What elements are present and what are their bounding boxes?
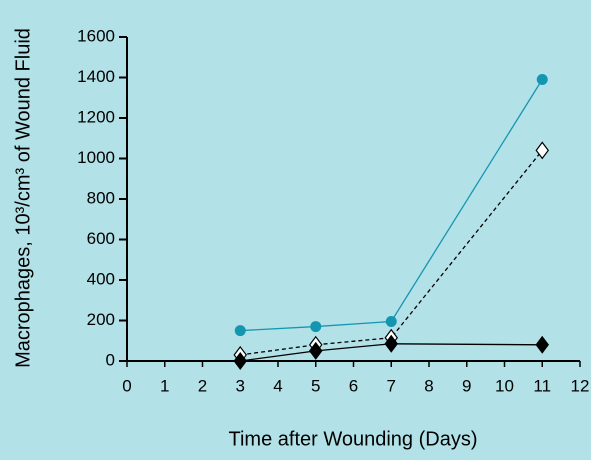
series-line [240, 149, 543, 356]
series-line [240, 79, 543, 332]
point [233, 352, 247, 370]
point [384, 334, 398, 353]
y-tick-label: 0 [106, 350, 115, 369]
point [234, 325, 246, 337]
series-line [240, 343, 543, 362]
x-tick-label: 4 [273, 376, 282, 395]
point [309, 341, 323, 360]
x-tick-label: 1 [160, 376, 169, 395]
point [535, 141, 549, 160]
x-tick-label: 11 [533, 376, 551, 395]
x-tick-label: 12 [571, 376, 590, 395]
point [385, 316, 397, 328]
x-tick-label: 5 [311, 376, 320, 395]
x-axis-label: Time after Wounding (Days) [229, 428, 478, 450]
y-tick-label: 200 [87, 310, 115, 329]
x-tick-label: 0 [122, 376, 131, 395]
y-tick-label: 600 [87, 229, 115, 248]
x-tick-label: 3 [236, 376, 245, 395]
y-tick-label: 1400 [77, 67, 115, 86]
point [535, 335, 549, 354]
y-tick-label: 1200 [77, 107, 115, 126]
x-tick-label: 7 [387, 376, 396, 395]
point [310, 321, 322, 333]
x-tick-label: 8 [424, 376, 433, 395]
y-tick-label: 1600 [77, 26, 115, 45]
y-axis-label: Macrophages, 10³/cm³ of Wound Fluid [12, 28, 34, 368]
x-tick-label: 2 [198, 376, 207, 395]
y-tick-label: 400 [87, 269, 115, 288]
y-tick-label: 800 [87, 188, 115, 207]
x-tick-label: 9 [462, 376, 471, 395]
x-tick-label: 10 [495, 376, 514, 395]
x-tick-label: 6 [349, 376, 358, 395]
point [536, 74, 548, 86]
y-tick-label: 1000 [77, 148, 115, 167]
